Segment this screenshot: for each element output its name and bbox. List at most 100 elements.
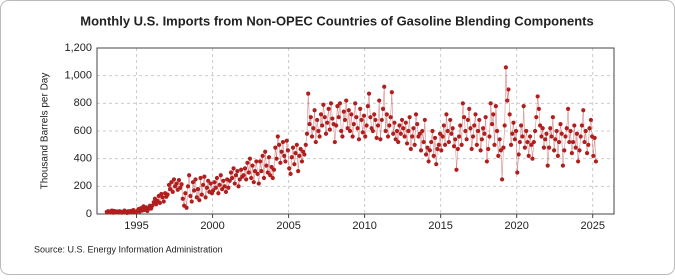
data-point [411, 126, 416, 131]
data-point [217, 182, 222, 188]
data-point [473, 112, 478, 117]
data-point [327, 127, 332, 132]
data-point [480, 126, 486, 131]
data-point [194, 195, 199, 200]
data-point [297, 153, 302, 158]
data-point [513, 128, 519, 134]
data-point [593, 159, 599, 164]
data-point [413, 112, 419, 117]
data-point [263, 149, 268, 154]
data-point [448, 117, 453, 123]
data-point [430, 128, 435, 134]
data-point [420, 128, 425, 134]
data-point [537, 123, 543, 128]
data-point [406, 128, 411, 134]
y-tick-label: 600 [74, 125, 92, 137]
x-tick-label: 2025 [580, 220, 604, 232]
data-point [349, 112, 354, 117]
data-point [536, 106, 541, 111]
data-point [268, 173, 273, 178]
data-point [365, 104, 370, 109]
data-point [445, 128, 450, 134]
data-point [385, 134, 391, 139]
data-point [165, 192, 170, 197]
data-point [360, 130, 365, 135]
data-point [278, 160, 283, 165]
data-point [355, 126, 360, 131]
data-point [429, 139, 434, 145]
data-point [450, 126, 455, 131]
data-point [539, 134, 544, 139]
data-point [159, 191, 164, 197]
data-point [223, 189, 229, 194]
data-point [368, 115, 373, 120]
data-point [254, 159, 259, 164]
data-point [401, 126, 406, 131]
data-point [517, 139, 522, 145]
data-point [579, 123, 585, 128]
data-point [503, 65, 508, 70]
data-point [323, 131, 329, 136]
data-point [479, 137, 484, 142]
data-point [313, 139, 318, 145]
data-point [465, 117, 470, 123]
data-point [306, 91, 311, 96]
data-point [508, 142, 514, 147]
data-point [179, 182, 184, 187]
data-point [387, 123, 392, 128]
data-point [244, 177, 249, 182]
data-point [487, 134, 492, 139]
data-point [437, 131, 443, 136]
data-point [427, 148, 432, 153]
data-point [530, 156, 535, 161]
data-point [393, 137, 398, 142]
data-point [221, 178, 226, 183]
data-point [421, 139, 426, 145]
data-point [171, 177, 177, 182]
data-point [458, 123, 463, 128]
data-point [193, 177, 198, 182]
data-point [511, 120, 516, 125]
data-point [206, 178, 211, 183]
data-point [198, 175, 203, 181]
data-point [455, 146, 460, 152]
data-point [211, 188, 216, 193]
data-point [375, 123, 381, 128]
data-point [474, 142, 479, 147]
data-point [321, 102, 326, 107]
data-point [246, 170, 251, 175]
data-point [166, 182, 172, 188]
data-point [261, 175, 267, 181]
data-point [378, 137, 383, 142]
data-point [377, 98, 382, 103]
data-point [454, 167, 459, 172]
data-point [325, 120, 330, 125]
data-point [259, 169, 264, 174]
x-tick-label: 2005 [276, 220, 300, 232]
data-point [499, 177, 505, 182]
data-point [522, 145, 527, 150]
data-point [587, 126, 592, 131]
data-point [227, 178, 232, 183]
data-point [535, 94, 540, 99]
data-point [161, 199, 166, 204]
data-point [363, 134, 368, 139]
data-point [235, 169, 240, 174]
data-point [397, 123, 402, 128]
data-point [364, 123, 369, 128]
data-point [203, 195, 208, 200]
data-point [316, 128, 321, 134]
data-point [284, 138, 289, 143]
y-tick-label: 400 [74, 153, 92, 165]
data-point [446, 139, 451, 145]
data-point [264, 163, 269, 168]
data-point [560, 163, 566, 168]
data-point [488, 101, 493, 106]
data-point [322, 115, 327, 120]
data-point [562, 148, 567, 153]
data-point [237, 177, 242, 182]
data-point [184, 205, 189, 210]
data-point [432, 135, 438, 141]
data-point [379, 117, 384, 123]
data-point [541, 145, 547, 150]
